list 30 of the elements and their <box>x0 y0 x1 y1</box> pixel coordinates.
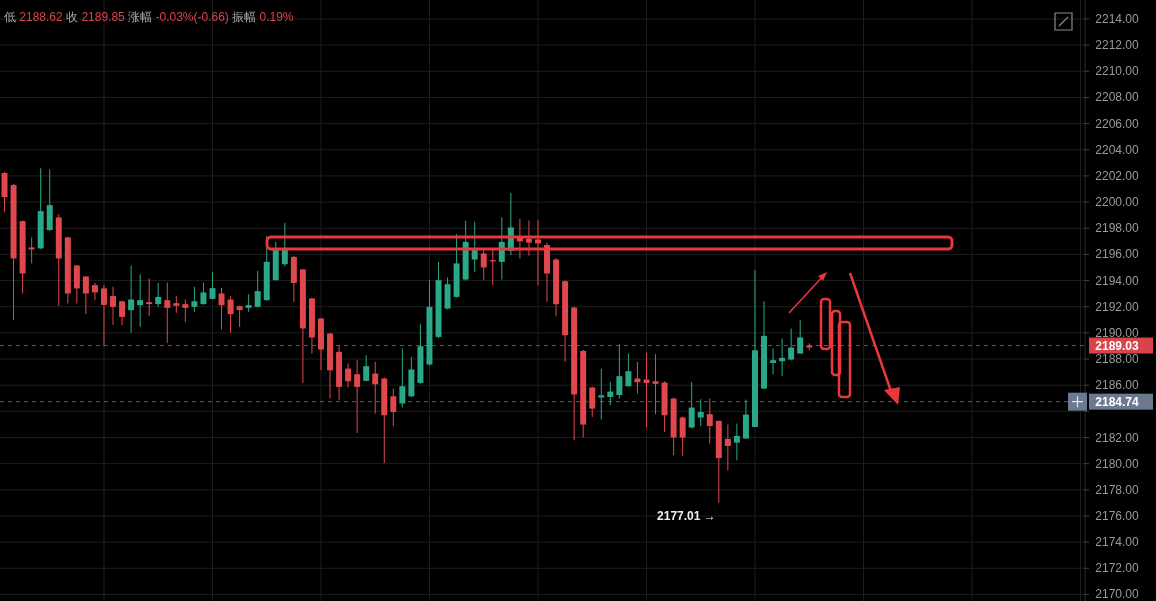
y-tick-label: 2198.00 <box>1095 221 1140 236</box>
y-tick-label: 2202.00 <box>1095 168 1140 183</box>
candlestick <box>806 342 813 351</box>
y-tick-label: 2204.00 <box>1095 142 1140 157</box>
y-tick-label: 2188.00 <box>1095 352 1140 367</box>
y-tick-label: 2212.00 <box>1095 38 1140 53</box>
y-tick-label: 2196.00 <box>1095 247 1140 262</box>
text: 低 2188.62 收 2189.85 涨幅 -0.03%(-0.66) 振幅 0.19% <box>4 10 294 24</box>
annotation: 2177.01 → <box>657 508 716 523</box>
y-tick-label: 2200.00 <box>1095 195 1140 210</box>
y-tick-label: 2176.00 <box>1095 508 1140 523</box>
y-tick-label: 2210.00 <box>1095 64 1140 79</box>
y-tick-label: 2180.00 <box>1095 456 1140 471</box>
candlestick <box>652 353 659 415</box>
y-tick-label: 2174.00 <box>1095 535 1140 550</box>
y-tick-label: 2192.00 <box>1095 299 1140 314</box>
y-tick-label: 2186.00 <box>1095 378 1140 393</box>
y-tick-label: 2206.00 <box>1095 116 1140 131</box>
y-tick-label: 2182.00 <box>1095 430 1140 445</box>
candlestick <box>173 295 180 314</box>
y-tick-label: 2214.00 <box>1095 11 1140 26</box>
y-tick-label: 2172.00 <box>1095 561 1140 576</box>
ref-line-label: 2184.74 <box>1095 395 1140 410</box>
y-tick-label: 2178.00 <box>1095 482 1140 497</box>
y-tick-label: 2194.00 <box>1095 273 1140 288</box>
candlestick <box>245 293 252 313</box>
y-tick-label: 2208.00 <box>1095 90 1140 105</box>
y-tick-label: 2190.00 <box>1095 325 1140 340</box>
ref-line-label: 2189.03 <box>1095 339 1140 354</box>
y-tick-label: 2170.00 <box>1095 587 1140 601</box>
